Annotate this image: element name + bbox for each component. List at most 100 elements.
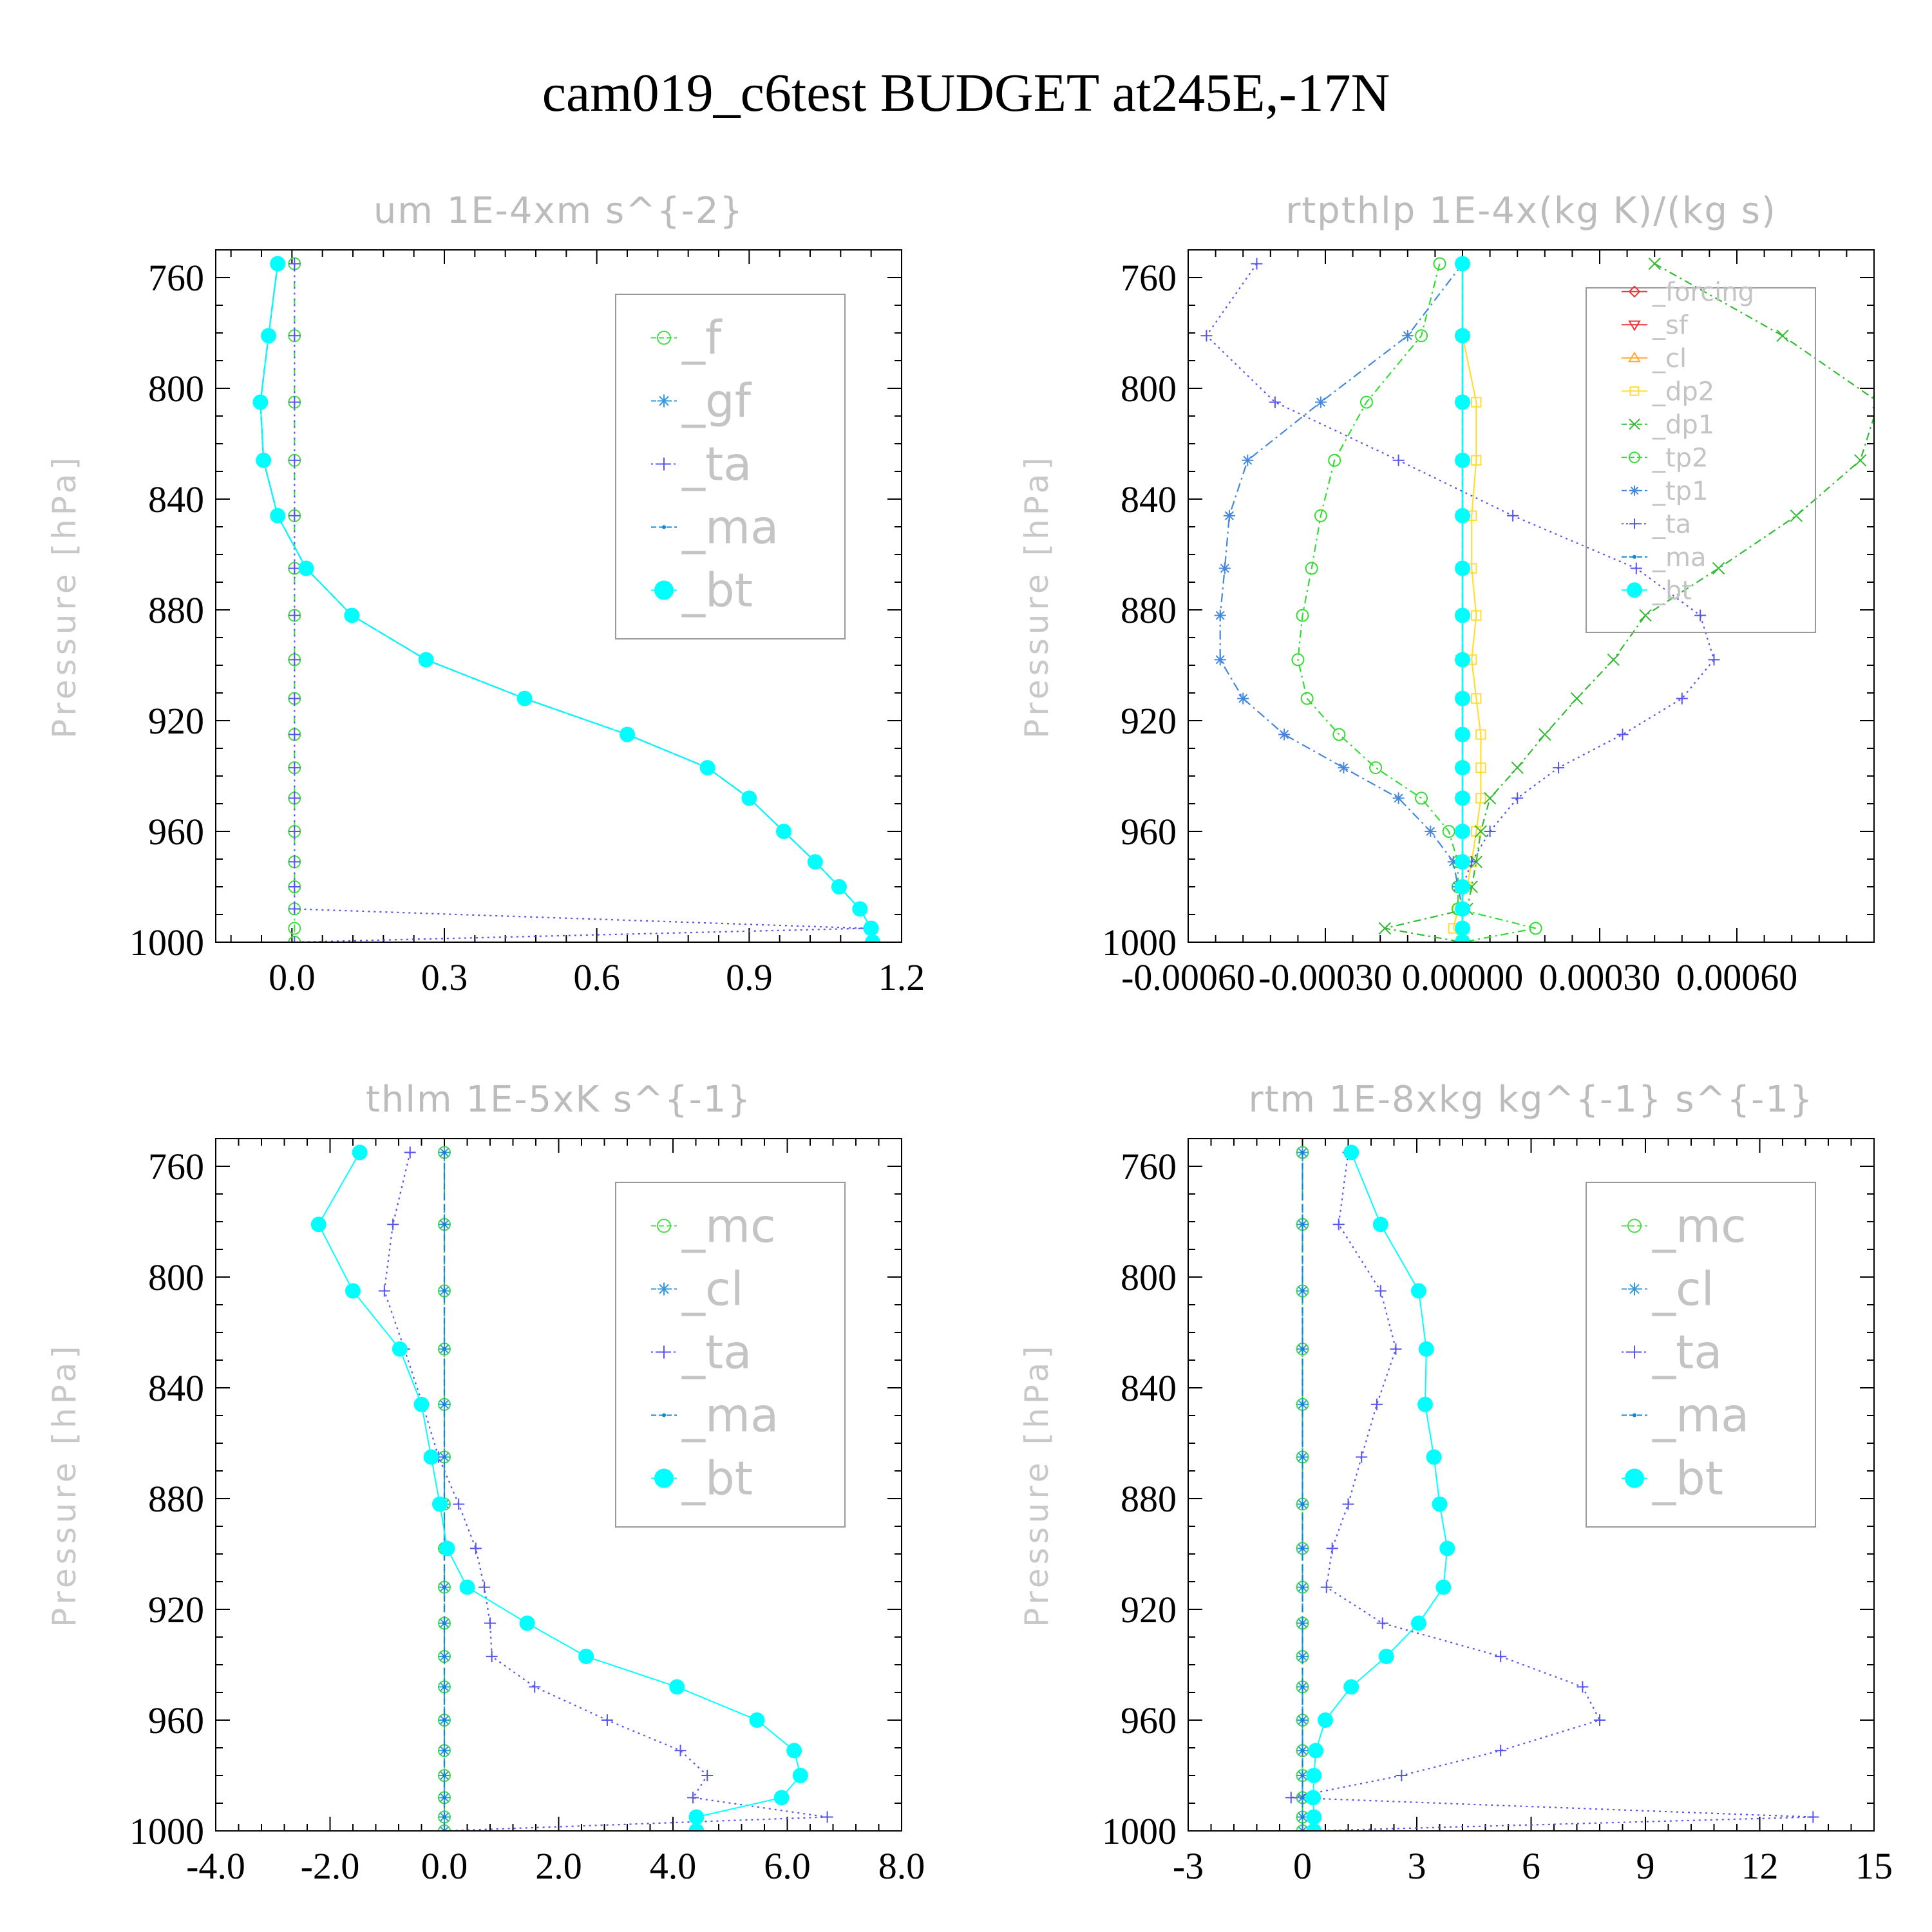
legend-marker bbox=[1628, 351, 1641, 363]
data-point-bt bbox=[1308, 1743, 1324, 1759]
data-point-ta bbox=[289, 903, 301, 915]
legend: _mc _cl _ta _ma _bt bbox=[1586, 1182, 1816, 1528]
y-tick-label: 1000 bbox=[129, 922, 204, 963]
data-point-ta bbox=[1251, 258, 1263, 270]
data-point-tp1 bbox=[1401, 330, 1414, 342]
legend-entry: _cl bbox=[1652, 344, 1687, 374]
data-point-dp1 bbox=[1511, 761, 1524, 774]
data-point-tp2 bbox=[1300, 692, 1314, 705]
legend-marker bbox=[1629, 386, 1640, 396]
data-point-dp1 bbox=[1378, 922, 1392, 935]
data-point-tp1 bbox=[1278, 728, 1291, 741]
data-point-bt bbox=[1455, 452, 1470, 468]
x-tick-label: 8.0 bbox=[878, 1845, 925, 1887]
data-point-ta bbox=[1676, 692, 1688, 705]
data-point-ta bbox=[289, 258, 301, 270]
data-point-bt bbox=[1455, 507, 1470, 524]
legend-entry: _f bbox=[681, 311, 723, 365]
data-point-ma bbox=[1300, 1289, 1305, 1293]
data-point-ta bbox=[1269, 396, 1281, 408]
series-group bbox=[252, 256, 881, 942]
y-tick-label: 880 bbox=[1121, 589, 1177, 631]
y-axis-label: Pressure [hPa] bbox=[46, 1342, 83, 1627]
data-point-ta bbox=[1370, 1398, 1383, 1410]
data-point-dp1 bbox=[1607, 653, 1620, 667]
data-point-bt bbox=[741, 790, 757, 806]
y-tick-label: 1000 bbox=[129, 1810, 204, 1852]
data-point-ma bbox=[1300, 1455, 1305, 1459]
data-point-bt bbox=[1417, 1396, 1434, 1412]
data-point-bt bbox=[270, 507, 286, 524]
data-point-bt bbox=[392, 1341, 408, 1357]
data-point-dp1 bbox=[1474, 825, 1488, 838]
chart-panel-1: um 1E-4xm s^{-2} Pressure [hPa] 0.0 0.3 0.6 0… bbox=[46, 190, 925, 998]
y-tick-label: 760 bbox=[148, 257, 204, 299]
y-tick-label: 960 bbox=[1121, 811, 1177, 853]
y-tick-label: 840 bbox=[148, 478, 204, 520]
data-point-bt bbox=[1378, 1649, 1394, 1665]
data-point-ta bbox=[289, 936, 301, 942]
legend: _forcing _sf _cl _dp2 _dp1_tp2 _tp1 _ta _ma _bt bbox=[1586, 278, 1816, 633]
data-point-tp1 bbox=[1237, 692, 1249, 705]
legend-marker bbox=[1629, 419, 1640, 430]
chart-panels: um 1E-4xm s^{-2} Pressure [hPa] 0.0 0.3 0.6 0… bbox=[46, 190, 1893, 1887]
legend-marker bbox=[658, 394, 670, 408]
data-point-ma bbox=[442, 1222, 446, 1227]
data-point-ta bbox=[289, 509, 301, 522]
data-point-ta bbox=[1616, 728, 1629, 741]
data-point-ma bbox=[1300, 1150, 1305, 1155]
data-point-tp2 bbox=[1296, 609, 1309, 622]
y-tick-label: 920 bbox=[1121, 700, 1177, 742]
data-point-bt bbox=[1455, 934, 1470, 942]
data-point-ta bbox=[289, 856, 301, 868]
data-point-bt bbox=[1455, 901, 1470, 917]
data-point-dp1 bbox=[1853, 454, 1867, 467]
data-point-dp1 bbox=[1483, 791, 1497, 805]
data-point-bt bbox=[1455, 328, 1470, 344]
data-point-ma bbox=[1300, 1718, 1305, 1722]
legend-entry: _ma bbox=[681, 500, 779, 554]
legend-marker bbox=[1627, 582, 1642, 598]
data-point-ma bbox=[1300, 1685, 1305, 1689]
data-point-ma bbox=[1300, 1402, 1305, 1406]
data-point-bt bbox=[620, 726, 635, 743]
data-point-bt bbox=[423, 1449, 439, 1465]
data-point-ta bbox=[289, 762, 301, 774]
data-point-ta bbox=[289, 881, 301, 893]
x-tick-label: 6.0 bbox=[764, 1845, 811, 1887]
series-line-dp1 bbox=[1385, 263, 1874, 942]
data-point-bt bbox=[1432, 1496, 1448, 1512]
x-tick-label: 0.00060 bbox=[1676, 956, 1798, 998]
legend-entry: _dp1 bbox=[1652, 410, 1714, 440]
data-point-dp2 bbox=[1475, 762, 1486, 773]
data-point-bt bbox=[431, 1496, 448, 1512]
data-point-ma bbox=[442, 1815, 446, 1819]
data-point-tp2 bbox=[1314, 509, 1327, 522]
legend-entry: _sf bbox=[1652, 310, 1689, 340]
data-point-ta bbox=[289, 330, 301, 342]
plot-frame bbox=[215, 1138, 902, 1832]
x-tick-label: 0.9 bbox=[726, 956, 773, 998]
legend-box bbox=[1586, 287, 1816, 633]
data-point-ta bbox=[1356, 1451, 1368, 1463]
x-tick-label: 0.0 bbox=[421, 1845, 468, 1887]
legend-entry: _tp1 bbox=[1652, 477, 1709, 506]
data-point-ma bbox=[442, 1654, 446, 1659]
series-line-ta bbox=[383, 1152, 828, 1831]
data-point-ta bbox=[486, 1651, 498, 1663]
data-point-bt bbox=[413, 1396, 430, 1412]
legend-entry: _tp2 bbox=[1652, 443, 1709, 473]
data-point-ta bbox=[1326, 1542, 1338, 1555]
data-point-bt bbox=[519, 1615, 535, 1631]
data-point-bt bbox=[852, 901, 868, 917]
legend-entry: _cl bbox=[681, 1262, 744, 1316]
x-tick-label: 0.00000 bbox=[1402, 956, 1524, 998]
data-point-bt bbox=[1418, 1341, 1434, 1357]
legend-marker bbox=[658, 1345, 670, 1359]
data-point-ma bbox=[442, 1774, 446, 1777]
y-tick-label: 920 bbox=[148, 1589, 204, 1631]
series-group bbox=[1285, 1144, 1819, 1831]
data-point-bt bbox=[699, 760, 715, 776]
data-point-tp1 bbox=[1242, 454, 1254, 466]
data-point-ta bbox=[289, 792, 301, 804]
